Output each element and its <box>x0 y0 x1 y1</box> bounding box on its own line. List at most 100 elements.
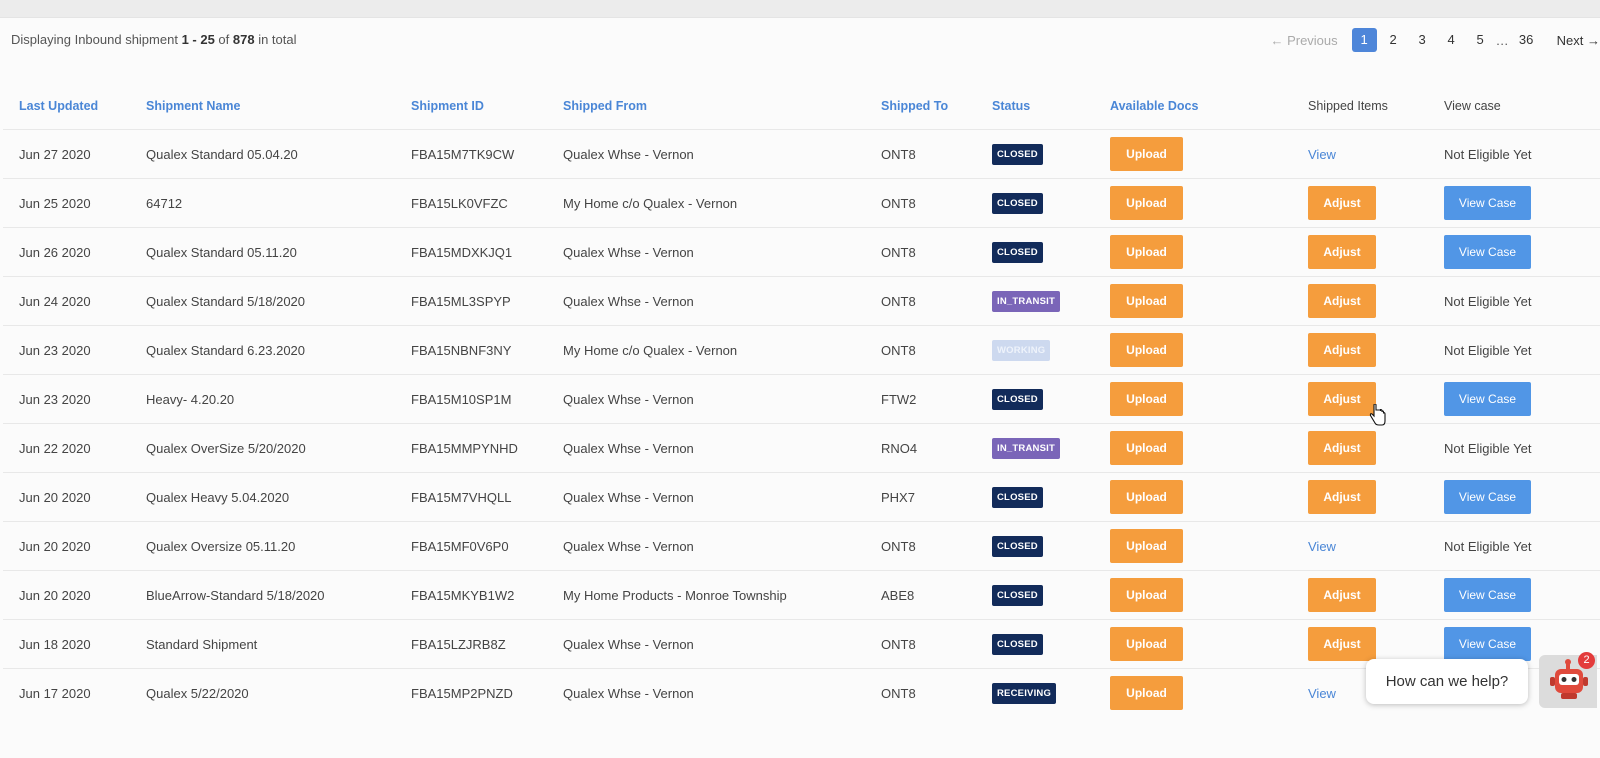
upload-button[interactable]: Upload <box>1110 627 1183 661</box>
status-badge: IN_TRANSIT <box>992 290 1060 312</box>
cell-last-updated: Jun 17 2020 <box>3 668 130 717</box>
header-status[interactable]: Status <box>992 99 1031 113</box>
cell-shipment-id: FBA15MKYB1W2 <box>395 570 547 620</box>
adjust-button[interactable]: Adjust <box>1308 480 1376 514</box>
cell-status: CLOSED <box>976 472 1094 522</box>
view-case-button[interactable]: View Case <box>1444 382 1531 416</box>
cell-shipment-name: Qualex Heavy 5.04.2020 <box>130 472 395 522</box>
upload-button[interactable]: Upload <box>1110 382 1183 416</box>
table-row: Jun 20 2020 Qualex Heavy 5.04.2020 FBA15M7… <box>3 472 1600 522</box>
view-items-link[interactable]: View <box>1308 538 1336 554</box>
view-case-button[interactable]: View Case <box>1444 480 1531 514</box>
upload-button[interactable]: Upload <box>1110 480 1183 514</box>
table-row: Jun 20 2020 BlueArrow-Standard 5/18/2020 F… <box>3 570 1600 620</box>
cell-status: IN_TRANSIT <box>976 276 1094 326</box>
cell-available-docs: Upload <box>1094 178 1292 228</box>
chat-launcher-button[interactable] <box>1539 655 1597 708</box>
adjust-button[interactable]: Adjust <box>1308 333 1376 367</box>
page-last-button[interactable]: 36 <box>1518 32 1534 47</box>
status-badge: RECEIVING <box>992 682 1057 704</box>
view-case-button[interactable]: View Case <box>1444 578 1531 612</box>
upload-button[interactable]: Upload <box>1110 137 1183 171</box>
cell-status: IN_TRANSIT <box>976 423 1094 473</box>
chat-help-bubble[interactable]: How can we help? <box>1366 659 1528 704</box>
status-badge: WORKING <box>992 339 1051 361</box>
table-row: Jun 22 2020 Qualex OverSize 5/20/2020 FBA1… <box>3 423 1600 473</box>
upload-button[interactable]: Upload <box>1110 431 1183 465</box>
upload-button[interactable]: Upload <box>1110 529 1183 563</box>
header-shipment-name[interactable]: Shipment Name <box>146 99 241 113</box>
view-case-button[interactable]: View Case <box>1444 627 1531 661</box>
adjust-button[interactable]: Adjust <box>1308 627 1376 661</box>
upload-button[interactable]: Upload <box>1110 284 1183 318</box>
adjust-button[interactable]: Adjust <box>1308 284 1376 318</box>
pagination: ← Previous 1 2 3 4 5 … 36 Next → <box>1270 28 1600 52</box>
cell-shipped-from: Qualex Whse - Vernon <box>547 374 865 424</box>
cell-shipped-to: ONT8 <box>865 521 976 571</box>
cell-shipment-id: FBA15NBNF3NY <box>395 325 547 375</box>
page-5-button[interactable]: 5 <box>1476 32 1484 47</box>
cell-shipment-name: Qualex Standard 05.11.20 <box>130 227 395 277</box>
previous-page-link[interactable]: ← Previous <box>1270 32 1338 48</box>
adjust-button[interactable]: Adjust <box>1308 578 1376 612</box>
cell-shipment-id: FBA15ML3SPYP <box>395 276 547 326</box>
cell-shipment-id: FBA15MP2PNZD <box>395 668 547 717</box>
table-header-row: Last Updated Shipment Name Shipment ID S… <box>3 83 1600 130</box>
view-case-button[interactable]: View Case <box>1444 186 1531 220</box>
page-1-button[interactable]: 1 <box>1351 28 1377 52</box>
case-status-text: Not Eligible Yet <box>1444 146 1532 162</box>
cell-view-case: Not Eligible Yet <box>1428 276 1600 326</box>
adjust-button[interactable]: Adjust <box>1308 235 1376 269</box>
page-2-button[interactable]: 2 <box>1389 32 1397 47</box>
cell-shipped-to: ONT8 <box>865 178 976 228</box>
case-status-text: Not Eligible Yet <box>1444 538 1532 554</box>
upload-button[interactable]: Upload <box>1110 578 1183 612</box>
cell-status: CLOSED <box>976 521 1094 571</box>
cell-shipped-from: My Home Products - Monroe Township <box>547 570 865 620</box>
cell-status: CLOSED <box>976 570 1094 620</box>
cell-shipment-id: FBA15LK0VFZC <box>395 178 547 228</box>
cell-last-updated: Jun 24 2020 <box>3 276 130 326</box>
upload-button[interactable]: Upload <box>1110 333 1183 367</box>
status-badge: CLOSED <box>992 388 1043 410</box>
header-shipment-id[interactable]: Shipment ID <box>411 99 484 113</box>
header-shipped-from[interactable]: Shipped From <box>563 99 648 113</box>
cell-shipped-from: Qualex Whse - Vernon <box>547 227 865 277</box>
upload-button[interactable]: Upload <box>1110 676 1183 710</box>
adjust-button[interactable]: Adjust <box>1308 382 1376 416</box>
view-items-link[interactable]: View <box>1308 146 1336 162</box>
page-4-button[interactable]: 4 <box>1447 32 1455 47</box>
cell-shipped-items: Adjust <box>1292 178 1428 228</box>
header-last-updated[interactable]: Last Updated <box>19 99 99 113</box>
table-row: Jun 20 2020 Qualex Oversize 05.11.20 FBA15… <box>3 521 1600 571</box>
table-row: Jun 23 2020 Heavy- 4.20.20 FBA15M10SP1M Qua… <box>3 374 1600 424</box>
view-items-link[interactable]: View <box>1308 685 1336 701</box>
cell-shipped-items: Adjust <box>1292 276 1428 326</box>
upload-button[interactable]: Upload <box>1110 186 1183 220</box>
header-available-docs[interactable]: Available Docs <box>1110 99 1199 113</box>
cell-shipment-id: FBA15M7VHQLL <box>395 472 547 522</box>
cell-last-updated: Jun 20 2020 <box>3 472 130 522</box>
cell-status: CLOSED <box>976 129 1094 179</box>
cell-shipment-name: Standard Shipment <box>130 619 395 669</box>
view-case-button[interactable]: View Case <box>1444 235 1531 269</box>
cell-shipped-from: Qualex Whse - Vernon <box>547 276 865 326</box>
adjust-button[interactable]: Adjust <box>1308 186 1376 220</box>
cell-available-docs: Upload <box>1094 276 1292 326</box>
page-3-button[interactable]: 3 <box>1418 32 1426 47</box>
cell-available-docs: Upload <box>1094 472 1292 522</box>
header-shipped-to[interactable]: Shipped To <box>881 99 949 113</box>
cell-status: CLOSED <box>976 178 1094 228</box>
cell-shipped-items: Adjust <box>1292 423 1428 473</box>
cell-shipment-id: FBA15LZJRB8Z <box>395 619 547 669</box>
cell-shipment-id: FBA15MDXKJQ1 <box>395 227 547 277</box>
next-page-link[interactable]: Next → <box>1556 32 1600 48</box>
cell-view-case: Not Eligible Yet <box>1428 325 1600 375</box>
adjust-button[interactable]: Adjust <box>1308 431 1376 465</box>
cell-status: CLOSED <box>976 374 1094 424</box>
status-badge: CLOSED <box>992 241 1043 263</box>
case-status-text: Not Eligible Yet <box>1444 293 1532 309</box>
cell-shipment-name: Qualex Standard 6.23.2020 <box>130 325 395 375</box>
table-row: Jun 26 2020 Qualex Standard 05.11.20 FBA15… <box>3 227 1600 277</box>
upload-button[interactable]: Upload <box>1110 235 1183 269</box>
